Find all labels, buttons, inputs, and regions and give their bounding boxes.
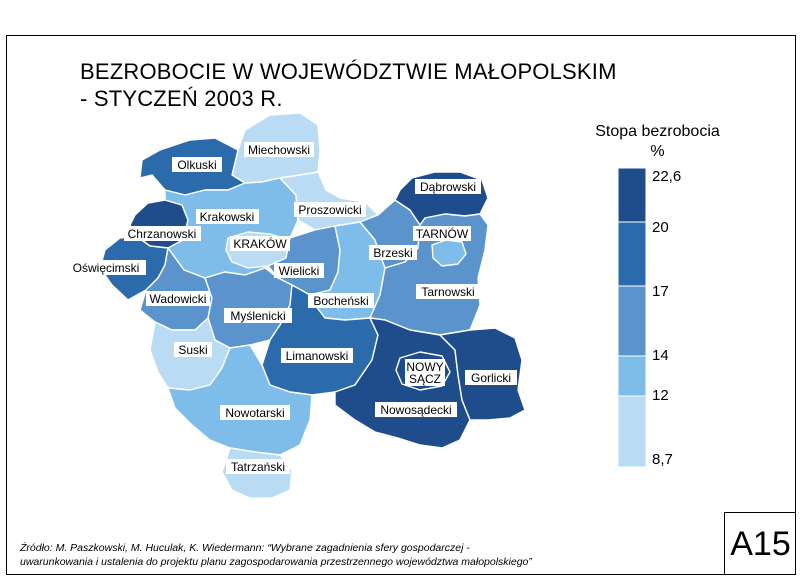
page-frame: [6, 35, 796, 575]
legend-class-17-20: [617, 221, 647, 287]
map-title: BEZROBOCIE W WOJEWÓDZTWIE MAŁOPOLSKIM - …: [80, 58, 617, 112]
svg-text:Krakowski: Krakowski: [200, 210, 255, 224]
legend-class-20-22: [617, 167, 647, 223]
svg-text:Myślenicki: Myślenicki: [230, 309, 285, 323]
legend-class-8-12: [617, 395, 647, 468]
label-nowosadecki: Nowosądecki: [375, 402, 457, 417]
label-wadowicki: Wadowicki: [146, 291, 210, 306]
svg-text:Wadowicki: Wadowicki: [150, 292, 207, 306]
region-labels: Miechowski Olkuski Proszowicki Dąbrowski…: [66, 142, 517, 474]
label-tarnowski: Tarnowski: [416, 284, 480, 299]
svg-text:Tatrzański: Tatrzański: [231, 460, 285, 474]
svg-text:Wielicki: Wielicki: [279, 264, 320, 278]
svg-text:Nowosądecki: Nowosądecki: [380, 403, 451, 417]
legend-scale: [617, 167, 647, 468]
label-wielicki: Wielicki: [274, 263, 324, 278]
label-brzeski: Brzeski: [369, 245, 417, 260]
label-limanowski: Limanowski: [281, 348, 353, 363]
svg-text:Gorlicki: Gorlicki: [471, 371, 511, 385]
svg-text:TARNÓW: TARNÓW: [416, 226, 469, 241]
legend-title-text: Stopa bezrobocia: [595, 123, 720, 140]
label-krakowski: Krakowski: [196, 209, 259, 224]
label-tatrzanski: Tatrzański: [226, 459, 290, 474]
svg-text:Brzeski: Brzeski: [373, 246, 412, 260]
source-line2: uwarunkowania i ustalenia do projektu pl…: [20, 556, 532, 568]
svg-text:Proszowicki: Proszowicki: [298, 203, 361, 217]
legend-tick: 12: [652, 387, 669, 404]
legend-tick: 8,7: [652, 451, 673, 468]
label-suski: Suski: [174, 342, 212, 357]
label-dabrowski: Dąbrowski: [415, 179, 481, 194]
svg-text:Limanowski: Limanowski: [286, 349, 349, 363]
label-nowotarski: Nowotarski: [220, 405, 290, 420]
label-miechowski: Miechowski: [244, 142, 314, 157]
label-chrzanowski: Chrzanowski: [124, 226, 201, 241]
region-nowotarski[interactable]: [167, 344, 313, 456]
label-myslenicki: Myślenicki: [224, 308, 292, 323]
svg-text:Olkuski: Olkuski: [177, 158, 216, 172]
svg-text:SĄCZ: SĄCZ: [409, 372, 441, 386]
svg-text:Tarnowski: Tarnowski: [421, 285, 474, 299]
label-gorlicki: Gorlicki: [465, 370, 517, 385]
svg-text:KRAKÓW: KRAKÓW: [233, 236, 287, 251]
svg-text:Nowotarski: Nowotarski: [225, 406, 284, 420]
legend-class-12-14: [617, 355, 647, 397]
legend-tick: 20: [652, 219, 669, 236]
legend-tick: 17: [652, 283, 669, 300]
svg-text:Chrzanowski: Chrzanowski: [128, 227, 197, 241]
label-nowy-sacz: NOWY SĄCZ: [405, 359, 445, 386]
svg-text:Dąbrowski: Dąbrowski: [420, 180, 476, 194]
label-oswiecimski: Oświęcimski: [66, 260, 146, 275]
label-bochenski: Bocheński: [308, 293, 374, 308]
legend-title: Stopa bezrobocia %: [590, 122, 725, 162]
svg-text:Miechowski: Miechowski: [248, 143, 310, 157]
source-note: Źródło: M. Paszkowski, M. Huculak, K. Wi…: [20, 541, 532, 569]
legend-unit: %: [650, 143, 665, 160]
label-proszowicki: Proszowicki: [294, 202, 366, 217]
svg-text:Suski: Suski: [178, 343, 207, 357]
svg-text:NOWY: NOWY: [406, 360, 443, 374]
legend-tick: 14: [652, 347, 669, 364]
svg-text:Oświęcimski: Oświęcimski: [73, 261, 140, 275]
map-title-line2: - STYCZEŃ 2003 R.: [80, 86, 283, 111]
map-title-line1: BEZROBOCIE W WOJEWÓDZTWIE MAŁOPOLSKIM: [80, 59, 617, 84]
label-krakow: KRAKÓW: [230, 236, 290, 251]
label-olkuski: Olkuski: [172, 157, 222, 172]
source-line1: Źródło: M. Paszkowski, M. Huculak, K. Wi…: [20, 542, 470, 554]
legend-class-14-17: [617, 285, 647, 357]
svg-text:Bocheński: Bocheński: [313, 294, 368, 308]
label-tarnow: TARNÓW: [413, 226, 471, 241]
figure-code-badge: A15: [724, 512, 796, 575]
legend-tick: 22,6: [652, 168, 682, 185]
